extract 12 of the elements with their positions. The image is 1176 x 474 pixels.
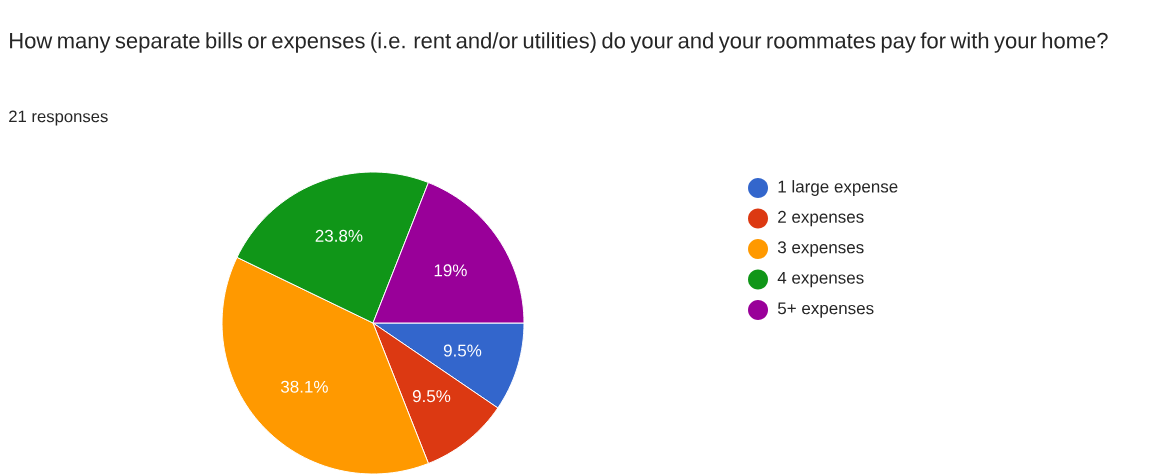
legend-label: 2 expenses (778, 210, 864, 226)
data-label: 9.5% (443, 344, 482, 357)
legend-label: 5+ expenses (777, 302, 874, 318)
data-label: 23.8% (315, 229, 363, 242)
data-label: 38.1% (280, 380, 328, 393)
legend-label: 1 large expense (778, 179, 898, 196)
data-label: 9.5% (412, 389, 451, 402)
legend-label: 4 expenses (777, 271, 864, 287)
chart-title: How many separate bills or expenses (i.e. rent and/or utilities) do your and your roommates pay for with your home? (10, 32, 1108, 53)
data-label: 19% (434, 264, 467, 277)
legend-label: 3 expenses (777, 241, 864, 257)
text: 21 responses (9, 110, 108, 126)
